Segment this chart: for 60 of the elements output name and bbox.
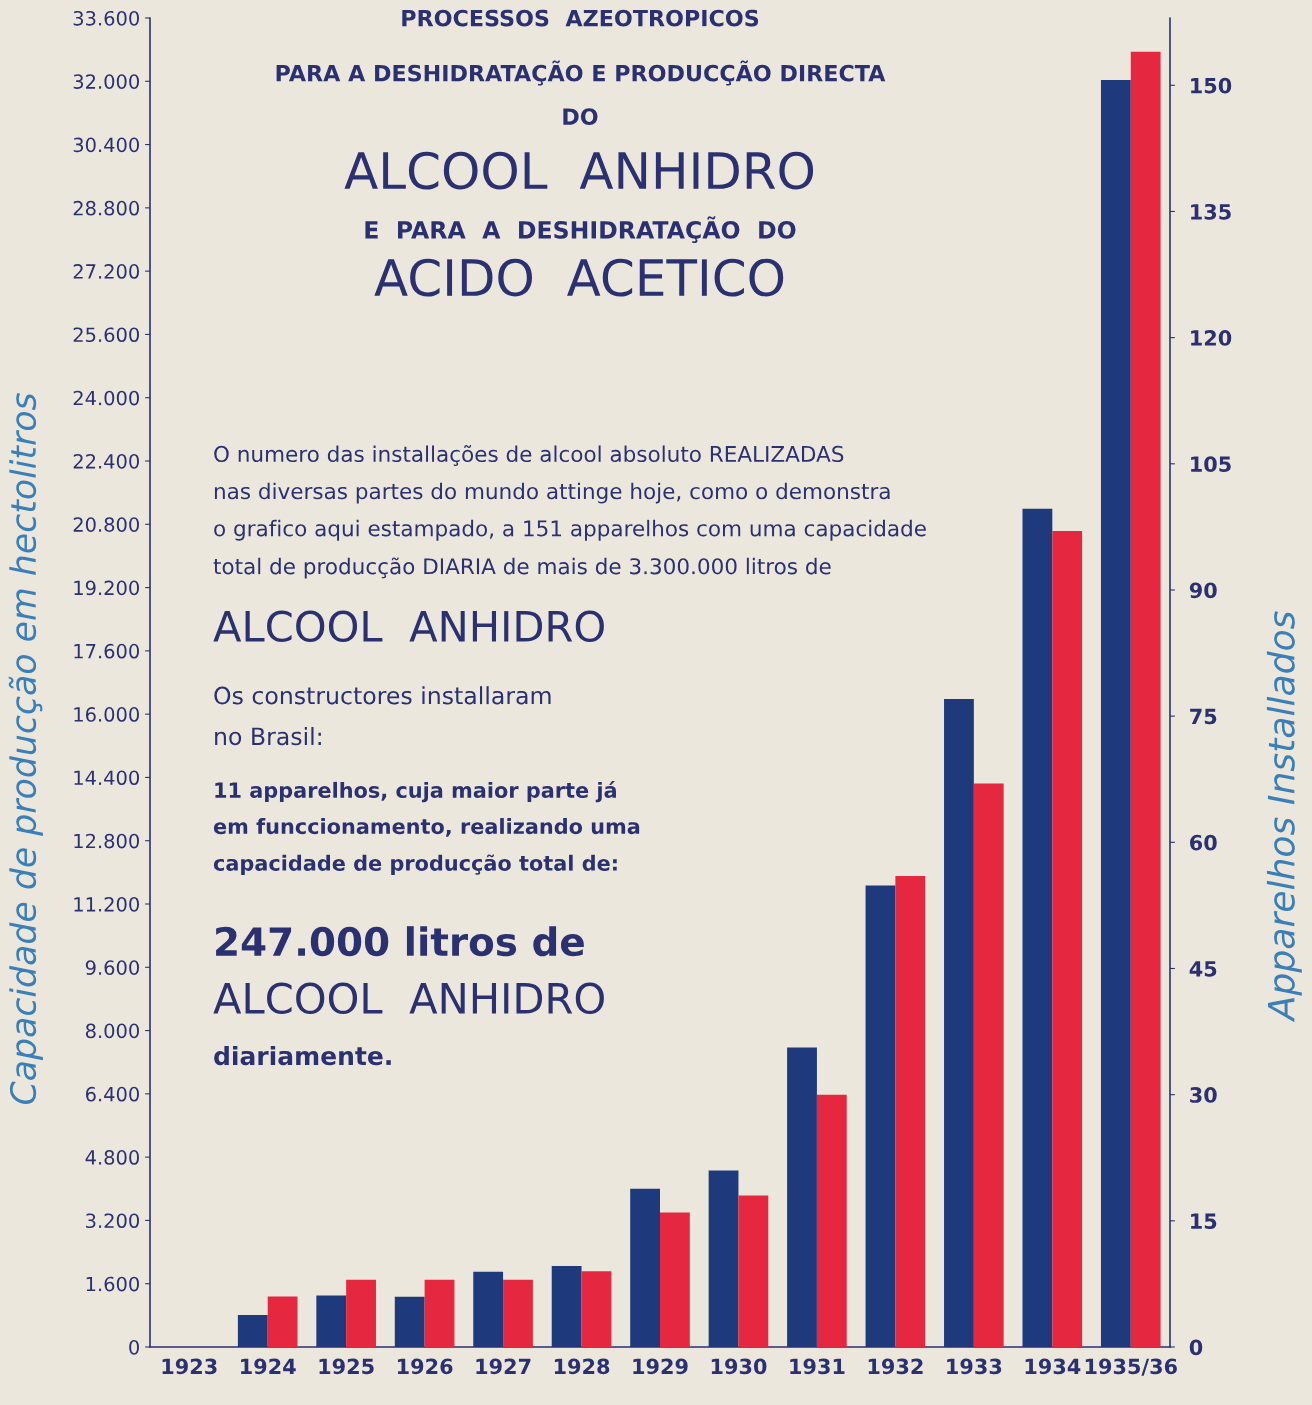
y2-tick-label: 45 (1189, 961, 1217, 977)
y-axis-title: Capacidade de producção em hectolitros (8, 393, 43, 1105)
chart-title: PROCESSOS AZEOTROPICOS (402, 9, 759, 27)
y-tick-label: 17.600 (74, 643, 139, 659)
annotation: O numero das installações de alcool absoluto REALIZADAS nas diversas partes do mundo attinge hoje, como o demonstra o grafico aqui estampado, a 151 apparelhos com uma capacidade total de producção DIARIA de mais de 3.300.000 litros de (213, 445, 926, 579)
y2-tick-label: 90 (1189, 582, 1217, 599)
x-tick-label: 1932 (868, 1358, 923, 1375)
y-tick-label: 8.000 (85, 1023, 139, 1039)
x-tick-label: 1928 (554, 1358, 610, 1375)
x-tick-label: 1924 (241, 1358, 296, 1375)
annotation: ALCOOL ANHIDRO (213, 610, 604, 643)
y-tick-label: 4.800 (85, 1150, 139, 1165)
x-tick-label: 1934 (1025, 1358, 1081, 1375)
y2-tick-label: 150 (1191, 77, 1232, 94)
y2-tick-label: 135 (1191, 203, 1231, 220)
y-tick-label: 1.600 (86, 1276, 139, 1292)
y-tick-label: 24.000 (73, 390, 139, 406)
y2-tick-label: 30 (1190, 1087, 1217, 1103)
y-tick-label: 25.600 (73, 327, 139, 343)
annotation: ALCOOL ANHIDRO (344, 151, 814, 190)
annotation: 247.000 litros de (216, 926, 584, 957)
y-tick-label: 14.400 (74, 770, 139, 786)
y2-axis-title: Apparelhos Installados (1266, 611, 1302, 1023)
y-tick-label: 30.400 (73, 137, 139, 153)
y2-tick-label: 15 (1191, 1213, 1217, 1230)
annotation: Os constructores installaram no Brasil: (214, 686, 551, 746)
x-tick-label: 1927 (476, 1358, 531, 1375)
annotation: diariamente. (214, 1045, 391, 1066)
y-tick-label: 33.600 (73, 10, 139, 26)
y-tick-label: 12.800 (74, 833, 139, 849)
x-tick-label: 1935/36 (1085, 1358, 1177, 1376)
annotation: 11 apparelhos, cuja maior parte já em funccionamento, realizando uma capacidade de producção total de: (213, 781, 640, 875)
x-tick-label: 1931 (790, 1358, 845, 1375)
x-tick-label: 1923 (162, 1358, 217, 1375)
y-tick-label: 32.000 (73, 74, 139, 89)
x-tick-label: 1930 (711, 1358, 767, 1375)
y-tick-label: 3.200 (86, 1213, 139, 1229)
y-tick-label: 22.400 (73, 453, 139, 469)
y-tick-label: 6.400 (85, 1086, 139, 1102)
x-tick-label: 1929 (633, 1358, 688, 1375)
annotation: ACIDO ACETICO (374, 258, 784, 297)
y2-tick-label: 120 (1191, 330, 1232, 346)
y2-tick-label: 60 (1190, 834, 1217, 851)
y-tick-label: 11.200 (74, 896, 139, 912)
y-tick-label: 27.200 (73, 264, 139, 279)
y-tick-label: 20.800 (73, 517, 139, 532)
annotation: E PARA A DESHIDRATAÇÃO DO (365, 216, 796, 244)
y-tick-label: 16.000 (74, 707, 139, 722)
y2-tick-label: 105 (1191, 456, 1231, 473)
x-tick-label: 1933 (947, 1358, 1002, 1375)
x-tick-label: 1926 (397, 1358, 453, 1375)
y-tick-label: 28.800 (73, 200, 139, 216)
y2-tick-label: 0 (1189, 1339, 1203, 1356)
text: PARA A DESHIDRATAÇÃO E PRODUCÇÃO DIRECTA DO (276, 60, 886, 125)
x-tick-label: 1925 (319, 1358, 374, 1375)
annotation: ALCOOL ANHIDRO (213, 982, 604, 1015)
y2-tick-label: 75 (1190, 708, 1217, 725)
y-tick-label: 0 (129, 1339, 139, 1355)
y-tick-label: 9.600 (85, 960, 139, 975)
y-tick-label: 19.200 (74, 580, 139, 596)
